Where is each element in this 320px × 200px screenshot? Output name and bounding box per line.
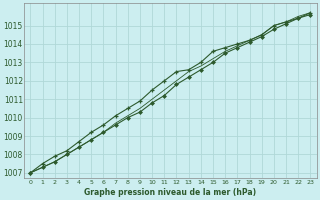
X-axis label: Graphe pression niveau de la mer (hPa): Graphe pression niveau de la mer (hPa) (84, 188, 256, 197)
